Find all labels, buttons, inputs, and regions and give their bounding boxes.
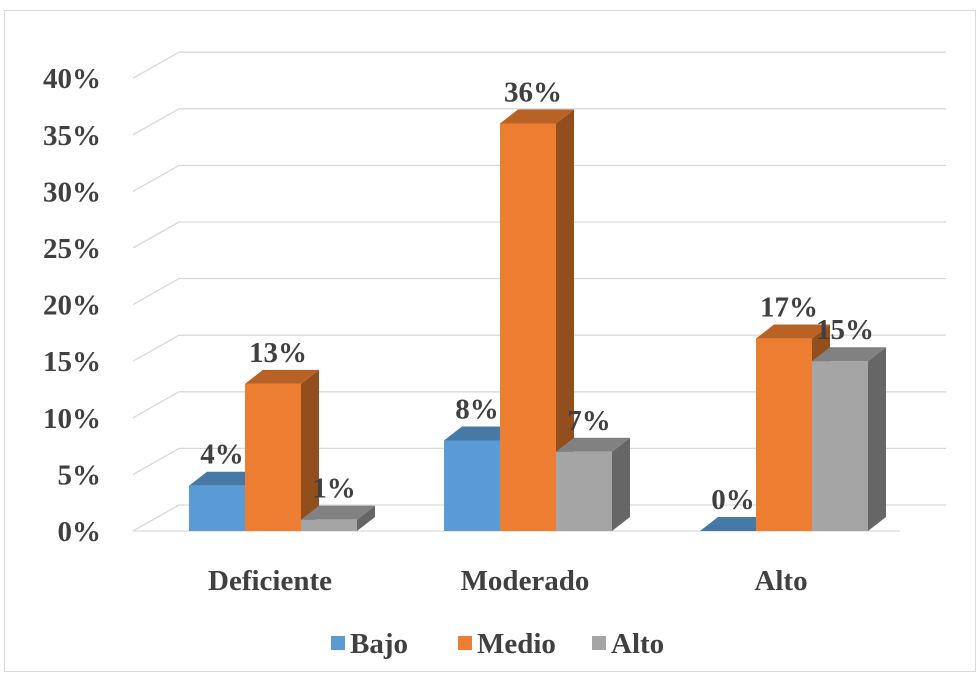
- bar-top: [812, 347, 886, 362]
- data-label: 7%: [567, 405, 611, 437]
- y-tick-label: 25%: [43, 233, 101, 265]
- legend-swatch-medio: [458, 636, 472, 650]
- bar-top: [556, 437, 630, 452]
- gridline-side: [132, 221, 180, 249]
- gridline-side: [132, 334, 180, 362]
- data-label: 15%: [816, 314, 874, 346]
- y-tick-label: 5%: [58, 459, 102, 491]
- y-tick-label: 20%: [43, 290, 101, 322]
- bar-top: [301, 505, 375, 520]
- bar-side: [301, 369, 319, 531]
- y-tick-label: 35%: [43, 120, 101, 152]
- gridline-side: [132, 447, 180, 475]
- legend-label-medio: Medio: [477, 628, 556, 660]
- gridline-side: [132, 391, 180, 419]
- bar-side: [868, 347, 886, 531]
- data-label: 8%: [455, 393, 499, 425]
- y-tick-label: 0%: [58, 516, 102, 548]
- legend-swatch-alto: [592, 636, 606, 650]
- bar-front: [556, 451, 612, 531]
- bar-top: [189, 471, 263, 486]
- y-tick-label: 10%: [43, 403, 101, 435]
- data-label: 4%: [200, 439, 244, 471]
- bar-top: [700, 517, 774, 531]
- bar-side: [357, 505, 375, 531]
- y-tick-label: 40%: [43, 63, 101, 95]
- bar-alto-alto: [812, 347, 886, 531]
- bar-front: [756, 338, 812, 531]
- bar-front: [189, 485, 245, 531]
- y-tick-label: 30%: [43, 176, 101, 208]
- bar-front: [812, 361, 868, 531]
- gridline-side: [132, 504, 180, 532]
- bar-front: [245, 383, 301, 531]
- bar-alto-moderado: [556, 437, 630, 531]
- gridline-side: [132, 108, 180, 136]
- gridline-side: [132, 51, 180, 79]
- data-label: 13%: [249, 337, 307, 369]
- bar-top: [245, 369, 319, 384]
- bar-medio-moderado: [500, 109, 574, 531]
- data-label: 1%: [312, 473, 356, 505]
- data-label: 17%: [760, 292, 818, 324]
- gridline-side: [132, 278, 180, 306]
- x-tick-label: Alto: [754, 565, 807, 597]
- legend-label-bajo: Bajo: [350, 628, 408, 660]
- bar-side: [556, 109, 574, 531]
- bar-top: [756, 324, 830, 339]
- legend-swatch-bajo: [331, 636, 345, 650]
- bar-side: [612, 437, 630, 531]
- bar-front: [301, 519, 357, 531]
- y-tick-label: 15%: [43, 346, 101, 378]
- bar-alto-deficiente: [301, 505, 375, 531]
- bar-top: [444, 426, 518, 441]
- bar-front: [444, 440, 500, 531]
- bar-top: [500, 109, 574, 124]
- data-label: 36%: [504, 76, 562, 108]
- data-label: 0%: [711, 484, 755, 516]
- x-tick-label: Deficiente: [208, 565, 332, 597]
- bar-front: [500, 123, 556, 531]
- bar-medio-deficiente: [245, 369, 319, 531]
- bar-bajo-alto: [700, 517, 774, 531]
- legend-label-alto: Alto: [611, 628, 664, 660]
- x-tick-label: Moderado: [461, 565, 590, 597]
- gridline-side: [132, 164, 180, 192]
